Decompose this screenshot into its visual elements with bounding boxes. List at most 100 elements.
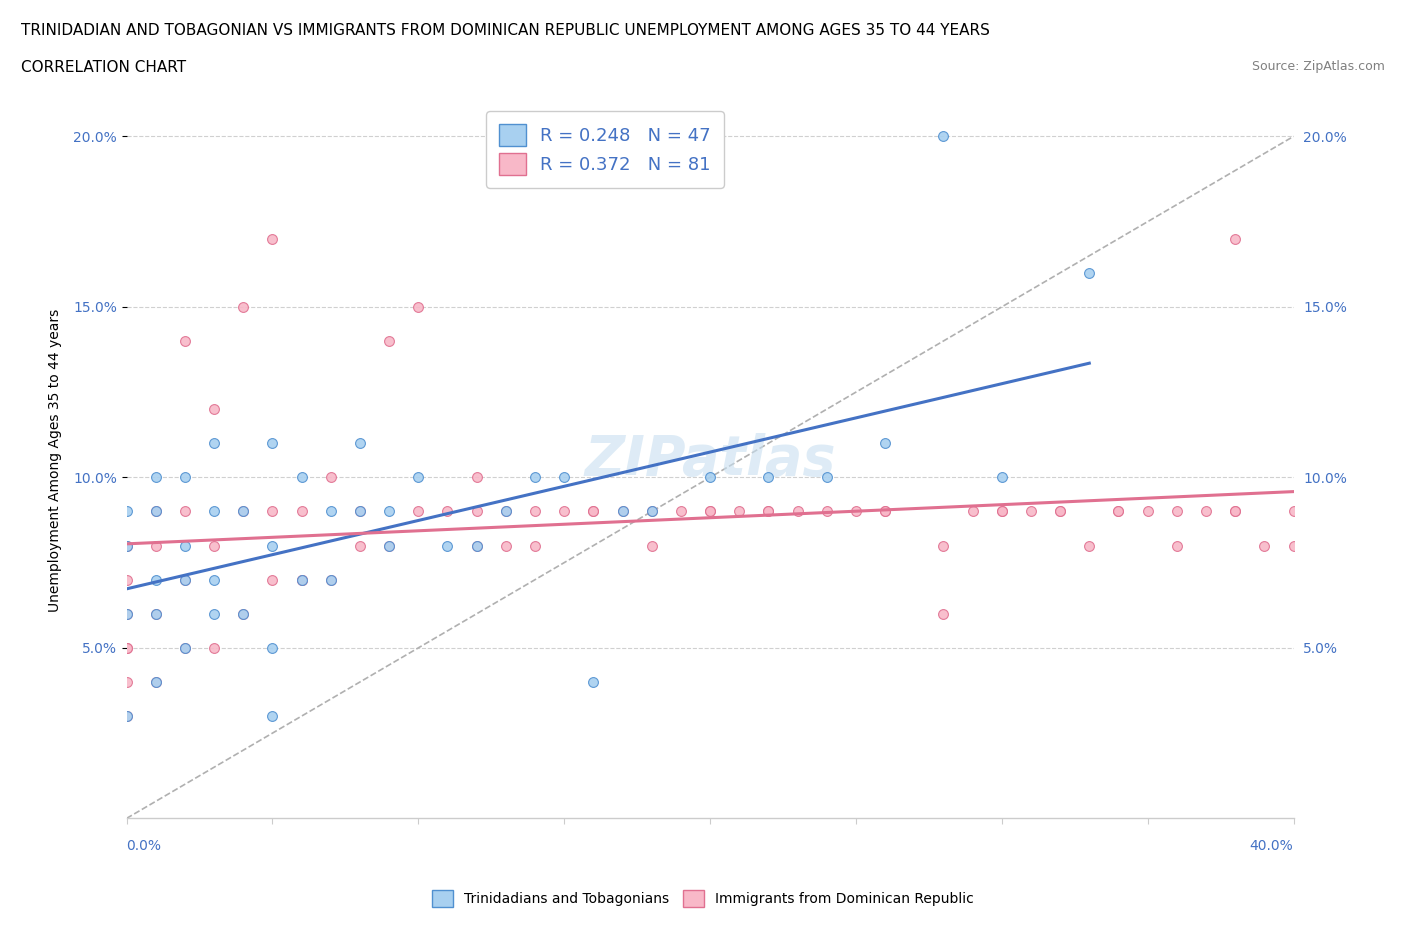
Point <box>524 470 547 485</box>
Point <box>262 709 284 724</box>
Point <box>465 538 488 553</box>
Point <box>115 538 138 553</box>
Point <box>145 504 167 519</box>
Point <box>495 538 517 553</box>
Point <box>1136 504 1159 519</box>
Point <box>553 470 575 485</box>
Legend: Trinidadians and Tobagonians, Immigrants from Dominican Republic: Trinidadians and Tobagonians, Immigrants… <box>425 883 981 914</box>
Point <box>349 504 371 519</box>
Point <box>1223 504 1246 519</box>
Point <box>436 504 458 519</box>
Point <box>290 572 312 587</box>
Point <box>612 504 634 519</box>
Point <box>1195 504 1218 519</box>
Point <box>174 334 197 349</box>
Point <box>202 538 225 553</box>
Point <box>1223 232 1246 246</box>
Point <box>115 538 138 553</box>
Point <box>115 674 138 689</box>
Point <box>115 572 138 587</box>
Point <box>875 504 897 519</box>
Point <box>115 709 138 724</box>
Point <box>699 504 721 519</box>
Point <box>290 572 312 587</box>
Text: 40.0%: 40.0% <box>1250 839 1294 853</box>
Point <box>262 641 284 656</box>
Point <box>202 572 225 587</box>
Point <box>349 436 371 451</box>
Point <box>1019 504 1042 519</box>
Point <box>145 606 167 621</box>
Point <box>262 504 284 519</box>
Point <box>349 538 371 553</box>
Point <box>378 538 401 553</box>
Point <box>145 674 167 689</box>
Point <box>174 572 197 587</box>
Point <box>115 606 138 621</box>
Point <box>232 606 254 621</box>
Y-axis label: Unemployment Among Ages 35 to 44 years: Unemployment Among Ages 35 to 44 years <box>48 309 62 612</box>
Point <box>756 504 779 519</box>
Legend: R = 0.248   N = 47, R = 0.372   N = 81: R = 0.248 N = 47, R = 0.372 N = 81 <box>486 112 724 188</box>
Point <box>408 299 430 314</box>
Point <box>1282 538 1305 553</box>
Point <box>582 674 605 689</box>
Point <box>990 504 1012 519</box>
Point <box>378 504 401 519</box>
Point <box>145 470 167 485</box>
Point <box>290 470 312 485</box>
Point <box>378 538 401 553</box>
Point <box>1108 504 1130 519</box>
Point <box>378 334 401 349</box>
Point <box>1166 504 1188 519</box>
Point <box>990 470 1012 485</box>
Point <box>582 504 605 519</box>
Point <box>815 504 838 519</box>
Point <box>349 504 371 519</box>
Point <box>465 470 488 485</box>
Point <box>319 504 342 519</box>
Point <box>408 504 430 519</box>
Text: Source: ZipAtlas.com: Source: ZipAtlas.com <box>1251 60 1385 73</box>
Text: ZIPatlas: ZIPatlas <box>585 433 835 487</box>
Point <box>1049 504 1071 519</box>
Point <box>174 470 197 485</box>
Point <box>495 504 517 519</box>
Point <box>232 504 254 519</box>
Point <box>786 504 808 519</box>
Text: 0.0%: 0.0% <box>127 839 162 853</box>
Point <box>145 606 167 621</box>
Text: CORRELATION CHART: CORRELATION CHART <box>21 60 186 75</box>
Point <box>699 470 721 485</box>
Point <box>319 572 342 587</box>
Point <box>1108 504 1130 519</box>
Point <box>115 709 138 724</box>
Point <box>640 538 664 553</box>
Point <box>202 504 225 519</box>
Point <box>465 504 488 519</box>
Point <box>232 606 254 621</box>
Point <box>145 674 167 689</box>
Point <box>319 470 342 485</box>
Point <box>145 572 167 587</box>
Point <box>174 572 197 587</box>
Point <box>202 402 225 417</box>
Point <box>582 504 605 519</box>
Point <box>290 504 312 519</box>
Point <box>262 538 284 553</box>
Point <box>932 538 955 553</box>
Point <box>728 504 751 519</box>
Point <box>174 504 197 519</box>
Point <box>262 572 284 587</box>
Point <box>612 504 634 519</box>
Point <box>408 470 430 485</box>
Point <box>932 606 955 621</box>
Point <box>845 504 868 519</box>
Point <box>262 436 284 451</box>
Point <box>699 504 721 519</box>
Point <box>962 504 984 519</box>
Point <box>115 504 138 519</box>
Point <box>465 538 488 553</box>
Point <box>202 641 225 656</box>
Point <box>202 436 225 451</box>
